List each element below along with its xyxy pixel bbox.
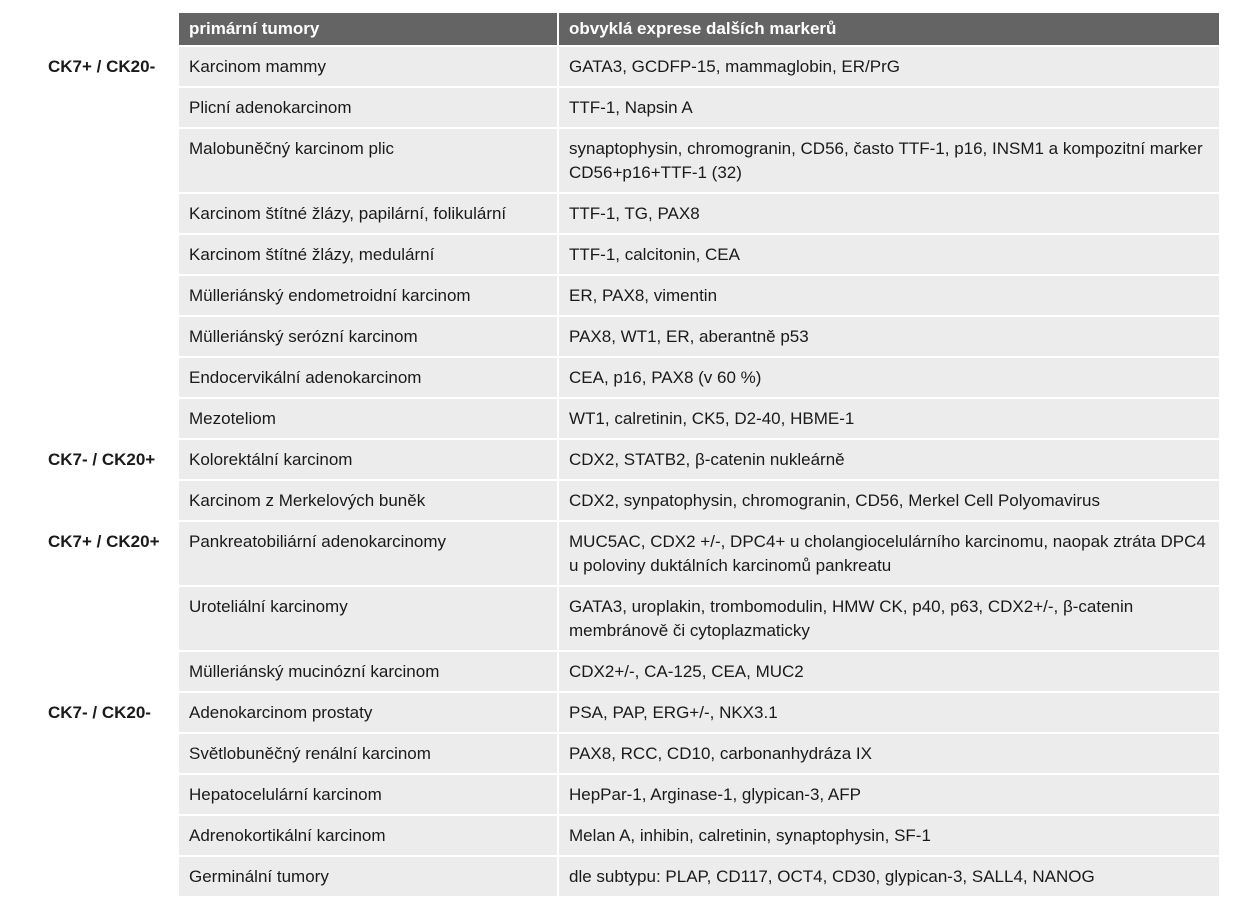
tumor-cell: Karcinom mammy: [179, 47, 559, 88]
group-cell: [38, 276, 179, 317]
header-markers: obvyklá exprese dalších markerů: [559, 13, 1219, 47]
group-cell: CK7- / CK20-: [38, 693, 179, 734]
markers-cell: TTF-1, Napsin A: [559, 88, 1219, 129]
table-row: CK7+ / CK20- Karcinom mammy GATA3, GCDFP-1…: [38, 47, 1219, 88]
tumor-cell: Mülleriánský endometroidní karcinom: [179, 276, 559, 317]
markers-cell: GATA3, uroplakin, trombomodulin, HMW CK,…: [559, 587, 1219, 652]
table-row: Malobuněčný karcinom plic synaptophysin, …: [38, 129, 1219, 194]
group-cell: [38, 194, 179, 235]
table-body: CK7+ / CK20- Karcinom mammy GATA3, GCDFP-1…: [38, 47, 1219, 898]
table-row: Plicní adenokarcinom TTF-1, Napsin A: [38, 88, 1219, 129]
tumor-cell: Endocervikální adenokarcinom: [179, 358, 559, 399]
markers-cell: WT1, calretinin, CK5, D2-40, HBME-1: [559, 399, 1219, 440]
tumor-cell: Kolorektální karcinom: [179, 440, 559, 481]
table-row: Karcinom z Merkelových buněk CDX2, synpat…: [38, 481, 1219, 522]
marker-table: primární tumory obvyklá exprese dalších …: [38, 13, 1219, 898]
markers-cell: dle subtypu: PLAP, CD117, OCT4, CD30, gl…: [559, 857, 1219, 898]
tumor-cell: Hepatocelulární karcinom: [179, 775, 559, 816]
group-cell: [38, 857, 179, 898]
group-cell: CK7- / CK20+: [38, 440, 179, 481]
tumor-cell: Adrenokortikální karcinom: [179, 816, 559, 857]
tumor-cell: Karcinom štítné žlázy, papilární, foliku…: [179, 194, 559, 235]
tumor-cell: Plicní adenokarcinom: [179, 88, 559, 129]
group-cell: [38, 399, 179, 440]
group-cell: [38, 652, 179, 693]
table-row: Mülleriánský mucinózní karcinom CDX2+/-, …: [38, 652, 1219, 693]
markers-cell: HepPar-1, Arginase-1, glypican-3, AFP: [559, 775, 1219, 816]
markers-cell: CDX2, STATB2, β-catenin nukleárně: [559, 440, 1219, 481]
markers-cell: ER, PAX8, vimentin: [559, 276, 1219, 317]
tumor-cell: Mülleriánský serózní karcinom: [179, 317, 559, 358]
table-row: Endocervikální adenokarcinom CEA, p16, PA…: [38, 358, 1219, 399]
group-cell: [38, 358, 179, 399]
tumor-cell: Světlobuněčný renální karcinom: [179, 734, 559, 775]
group-cell: [38, 88, 179, 129]
markers-cell: GATA3, GCDFP-15, mammaglobin, ER/PrG: [559, 47, 1219, 88]
tumor-cell: Uroteliální karcinomy: [179, 587, 559, 652]
table-row: Karcinom štítné žlázy, papilární, foliku…: [38, 194, 1219, 235]
table-header-row: primární tumory obvyklá exprese dalších …: [38, 13, 1219, 47]
table-row: CK7+ / CK20+ Pankreatobiliární adenokarci…: [38, 522, 1219, 587]
group-cell: [38, 775, 179, 816]
group-cell: [38, 734, 179, 775]
table-row: Karcinom štítné žlázy, medulární TTF-1, c…: [38, 235, 1219, 276]
markers-cell: CDX2, synpatophysin, chromogranin, CD56,…: [559, 481, 1219, 522]
table-row: Germinální tumory dle subtypu: PLAP, CD11…: [38, 857, 1219, 898]
tumor-cell: Mülleriánský mucinózní karcinom: [179, 652, 559, 693]
group-cell: [38, 129, 179, 194]
group-cell: [38, 481, 179, 522]
markers-cell: TTF-1, TG, PAX8: [559, 194, 1219, 235]
markers-cell: CEA, p16, PAX8 (v 60 %): [559, 358, 1219, 399]
tumor-cell: Karcinom z Merkelových buněk: [179, 481, 559, 522]
markers-cell: TTF-1, calcitonin, CEA: [559, 235, 1219, 276]
group-cell: CK7+ / CK20-: [38, 47, 179, 88]
tumor-cell: Karcinom štítné žlázy, medulární: [179, 235, 559, 276]
markers-cell: PAX8, WT1, ER, aberantně p53: [559, 317, 1219, 358]
markers-cell: MUC5AC, CDX2 +/-, DPC4+ u cholangiocelul…: [559, 522, 1219, 587]
markers-cell: synaptophysin, chromogranin, CD56, často…: [559, 129, 1219, 194]
table-row: Uroteliální karcinomy GATA3, uroplakin, t…: [38, 587, 1219, 652]
group-cell: [38, 587, 179, 652]
markers-cell: CDX2+/-, CA-125, CEA, MUC2: [559, 652, 1219, 693]
table-row: Mülleriánský serózní karcinom PAX8, WT1, …: [38, 317, 1219, 358]
table-row: CK7- / CK20+ Kolorektální karcinom CDX2, S…: [38, 440, 1219, 481]
tumor-cell: Malobuněčný karcinom plic: [179, 129, 559, 194]
table-row: Hepatocelulární karcinom HepPar-1, Argina…: [38, 775, 1219, 816]
table-row: Mülleriánský endometroidní karcinom ER, P…: [38, 276, 1219, 317]
group-cell: [38, 235, 179, 276]
table-row: CK7- / CK20- Adenokarcinom prostaty PSA, P…: [38, 693, 1219, 734]
group-cell: CK7+ / CK20+: [38, 522, 179, 587]
table-row: Světlobuněčný renální karcinom PAX8, RCC,…: [38, 734, 1219, 775]
header-group: [38, 13, 179, 47]
group-cell: [38, 816, 179, 857]
header-primary-tumors: primární tumory: [179, 13, 559, 47]
tumor-cell: Adenokarcinom prostaty: [179, 693, 559, 734]
tumor-cell: Pankreatobiliární adenokarcinomy: [179, 522, 559, 587]
tumor-cell: Germinální tumory: [179, 857, 559, 898]
markers-cell: PSA, PAP, ERG+/-, NKX3.1: [559, 693, 1219, 734]
table-row: Adrenokortikální karcinom Melan A, inhibi…: [38, 816, 1219, 857]
tumor-cell: Mezoteliom: [179, 399, 559, 440]
markers-cell: PAX8, RCC, CD10, carbonanhydráza IX: [559, 734, 1219, 775]
group-cell: [38, 317, 179, 358]
markers-cell: Melan A, inhibin, calretinin, synaptophy…: [559, 816, 1219, 857]
table-row: Mezoteliom WT1, calretinin, CK5, D2-40, H…: [38, 399, 1219, 440]
